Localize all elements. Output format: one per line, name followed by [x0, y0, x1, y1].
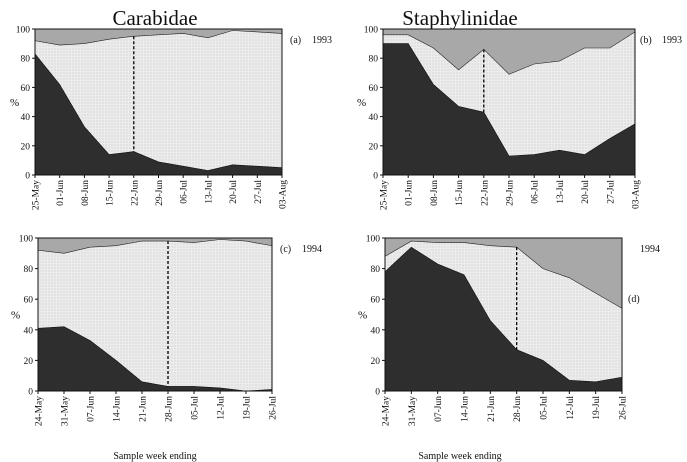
panel-year: 1993: [312, 35, 332, 46]
x-axis-label-right: Sample week ending: [418, 451, 501, 462]
panel-year: 1994: [640, 244, 660, 255]
y-tick-label: 60: [21, 84, 31, 94]
y-tick-label: 0: [28, 388, 33, 398]
chart-panel-b: 0 20 40 60 80 100% 25-May 01-Jun 08-Jun 15-Jun 22-…: [357, 26, 682, 211]
x-tick-label: 24-May: [382, 396, 392, 426]
x-tick-label: 24-May: [35, 396, 45, 426]
y-axis-label: %: [357, 97, 366, 109]
y-tick-label: 0: [373, 172, 378, 182]
x-tick-label: 08-Jun: [81, 180, 91, 206]
area-middle-band: [34, 30, 283, 176]
x-tick-label: 31-May: [61, 396, 71, 426]
x-axis-label-left: Sample week ending: [113, 451, 196, 462]
x-tick-label: 28-Jun: [165, 396, 175, 422]
x-tick-label: 28-Jun: [513, 396, 523, 422]
y-tick-label: 40: [371, 326, 381, 336]
x-tick-label: 12-Jul: [566, 396, 576, 420]
x-tick-label: 13-Jul: [204, 180, 214, 204]
x-tick-label: 01-Jun: [56, 180, 66, 206]
panel-year: 1993: [662, 35, 682, 46]
y-axis-label: %: [11, 310, 20, 322]
x-tick-label: 12-Jul: [217, 396, 227, 420]
panel-label: (b): [640, 35, 652, 46]
x-tick-label: 05-Jul: [191, 396, 201, 420]
x-tick-label: 22-Jun: [480, 180, 490, 206]
y-tick-label: 80: [24, 265, 34, 275]
x-tick-label: 07-Jun: [87, 396, 97, 422]
panel-year: 1994: [302, 244, 322, 255]
x-tick-label: 03-Aug: [279, 180, 289, 209]
chart-panel-c: 0 20 40 60 80 100% 24-May 31-May 07-Jun 14-Jun 21-…: [11, 235, 322, 427]
y-tick-label: 80: [21, 55, 31, 65]
chart-panel-a: 0 20 40 60 80 100% 25-May 01-Jun 08-Jun 15-Jun 22-…: [10, 26, 332, 211]
x-tick-label: 07-Jun: [434, 396, 444, 422]
x-tick-label: 29-Jun: [155, 180, 165, 206]
x-tick-label: 19-Jul: [243, 396, 253, 420]
y-tick-label: 40: [369, 113, 379, 123]
x-tick-label: 25-May: [32, 180, 42, 210]
y-tick-label: 80: [371, 265, 381, 275]
x-tick-label: 06-Jul: [180, 180, 190, 204]
plot-frame: [384, 237, 623, 392]
x-tick-label: 03-Aug: [632, 180, 642, 209]
x-tick-label: 13-Jul: [556, 180, 566, 204]
y-tick-label: 40: [24, 326, 34, 336]
x-tick-label: 15-Jun: [455, 180, 465, 206]
y-tick-label: 100: [364, 26, 379, 36]
y-tick-label: 20: [369, 142, 379, 152]
panel-label: (a): [290, 35, 301, 46]
y-tick-label: 20: [371, 357, 381, 367]
area-lower-band: [382, 43, 636, 176]
x-tick-label: 21-Jun: [139, 396, 149, 422]
x-tick-label: 22-Jun: [130, 180, 140, 206]
y-axis-label: %: [358, 310, 367, 322]
title-right: Staphylinidae: [402, 6, 517, 30]
y-tick-label: 60: [24, 296, 34, 306]
y-tick-label: 40: [21, 113, 31, 123]
x-tick-label: 20-Jul: [229, 180, 239, 204]
y-tick-label: 60: [369, 84, 379, 94]
y-tick-label: 100: [19, 235, 34, 245]
y-tick-label: 80: [369, 55, 379, 65]
x-tick-label: 05-Jul: [540, 396, 550, 420]
y-tick-label: 60: [371, 296, 381, 306]
x-tick-label: 31-May: [408, 396, 418, 426]
y-axis-label: %: [10, 97, 19, 109]
y-tick-label: 100: [16, 26, 31, 36]
y-tick-label: 0: [375, 388, 380, 398]
x-tick-label: 06-Jul: [531, 180, 541, 204]
panel-label: (c): [280, 244, 291, 255]
panel-label: (d): [628, 294, 640, 305]
x-tick-label: 14-Jun: [461, 396, 471, 422]
x-tick-label: 29-Jun: [506, 180, 516, 206]
title-left: Carabidae: [112, 6, 197, 30]
x-tick-label: 27-Jul: [606, 180, 616, 204]
chart-panel-d: 0 20 40 60 80 100% 24-May 31-May 07-Jun 14-Jun 21-…: [358, 235, 660, 427]
x-tick-label: 01-Jun: [405, 180, 415, 206]
y-tick-label: 0: [25, 172, 30, 182]
x-tick-label: 14-Jun: [113, 396, 123, 422]
x-tick-label: 20-Jul: [581, 180, 591, 204]
x-tick-label: 15-Jun: [106, 180, 116, 206]
y-tick-label: 20: [21, 142, 31, 152]
x-tick-label: 27-Jul: [254, 180, 264, 204]
area-lower-band: [34, 52, 283, 176]
x-tick-label: 19-Jul: [592, 396, 602, 420]
x-tick-label: 25-May: [380, 180, 390, 210]
y-tick-label: 20: [24, 357, 34, 367]
x-tick-label: 21-Jun: [487, 396, 497, 422]
x-tick-label: 08-Jun: [430, 180, 440, 206]
y-tick-label: 100: [366, 235, 381, 245]
plot-frame: [37, 237, 273, 392]
x-tick-label: 26-Jul: [619, 396, 629, 420]
x-tick-label: 26-Jul: [269, 396, 279, 420]
